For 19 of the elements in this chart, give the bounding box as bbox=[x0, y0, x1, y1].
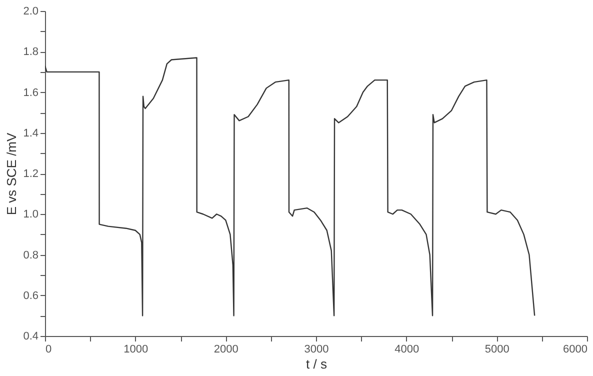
y-tick-label: 1.6 bbox=[23, 86, 38, 99]
x-axis-title: t / s bbox=[306, 356, 328, 372]
y-tick-label: 0.6 bbox=[23, 290, 38, 302]
y-tick-label: 1.8 bbox=[23, 46, 38, 58]
x-tick-label: 6000 bbox=[563, 344, 588, 356]
y-tick-label: 1.4 bbox=[23, 127, 38, 140]
x-tick-label: 1000 bbox=[124, 344, 148, 356]
y-tick-label: 1.0 bbox=[23, 208, 38, 221]
y-axis-title: E vs SCE /mV bbox=[4, 132, 20, 216]
y-tick-label: 1.2 bbox=[23, 168, 38, 180]
y-tick-label: 0.8 bbox=[23, 249, 38, 262]
y-tick-label: 0.4 bbox=[23, 330, 38, 342]
x-tick-label: 4000 bbox=[394, 344, 420, 356]
x-tick-label: 5000 bbox=[484, 344, 510, 356]
line-series bbox=[45, 57, 536, 316]
x-tick-label: 2000 bbox=[214, 344, 238, 356]
y-tick-label: 2.0 bbox=[23, 6, 38, 18]
x-tick-label: 3000 bbox=[304, 344, 329, 356]
x-tick-label: 0 bbox=[46, 344, 52, 356]
